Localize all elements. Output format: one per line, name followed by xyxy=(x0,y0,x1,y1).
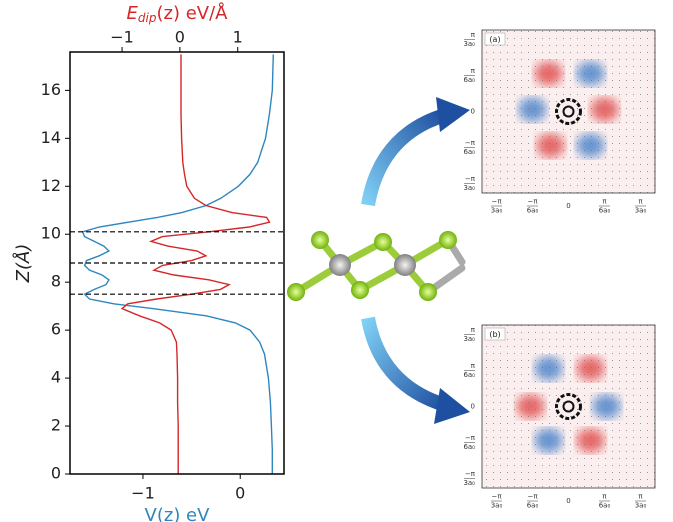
figure: 0 2 4 6 8 10 12 14 16 −1 0 −1 0 1 Z(Å) V(z) eV Edip(z) e… xyxy=(0,0,673,522)
panel-tick-label: 0 xyxy=(566,497,570,505)
vector-field-panel: (b)−π3a₀−π3a₀−π6a₀−π6a₀00π6a₀π6a₀π3a₀π3a… xyxy=(463,325,655,510)
arrow-head xyxy=(434,388,470,424)
panel-tick-numerator: π xyxy=(471,326,476,334)
panel-tick-numerator: π xyxy=(638,198,643,206)
panel-tick-denominator: 6a₀ xyxy=(599,207,611,215)
panel-tick-denominator: 3a₀ xyxy=(463,184,475,192)
panel-tick-denominator: 6a₀ xyxy=(599,502,611,510)
x-tick-label: 0 xyxy=(235,484,245,503)
y-axis-label: Z(Å) xyxy=(12,244,34,284)
panel-tick-label: 0 xyxy=(471,108,475,116)
dot-grid xyxy=(482,30,655,193)
y-tick-label: 12 xyxy=(41,176,61,195)
panel-tick-denominator: 6a₀ xyxy=(463,443,475,451)
panel-tick-numerator: π xyxy=(602,198,607,206)
y-tick-label: 4 xyxy=(51,368,61,387)
molecule xyxy=(287,231,462,301)
panel-tick-denominator: 6a₀ xyxy=(463,76,475,84)
y-tick-label: 16 xyxy=(41,80,61,99)
series-line xyxy=(122,54,269,474)
x-axis-label: V(z) eV xyxy=(145,505,211,522)
panel-tick-denominator: 6a₀ xyxy=(527,207,539,215)
y-tick-label: 10 xyxy=(41,224,61,243)
x2-tick-label: −1 xyxy=(110,28,134,47)
arrow xyxy=(368,115,445,205)
dot-grid xyxy=(482,325,655,488)
y-tick-label: 6 xyxy=(51,320,61,339)
panel-label: (b) xyxy=(489,330,500,339)
panel-tick-numerator: −π xyxy=(465,434,476,442)
panel-tick-denominator: 6a₀ xyxy=(527,502,539,510)
panel-label: (a) xyxy=(489,35,500,44)
panel-tick-denominator: 3a₀ xyxy=(635,502,647,510)
panel-tick-denominator: 3a₀ xyxy=(463,40,475,48)
panel-tick-numerator: π xyxy=(471,31,476,39)
x-tick-label: −1 xyxy=(131,484,155,503)
panel-tick-numerator: π xyxy=(471,362,476,370)
panel-tick-numerator: −π xyxy=(491,493,502,501)
panel-tick-denominator: 3a₀ xyxy=(491,207,503,215)
x2-axis-label: Edip(z) eV/Å xyxy=(127,2,229,25)
y-tick-label: 8 xyxy=(51,272,61,291)
panel-tick-numerator: −π xyxy=(527,198,538,206)
x2-axis-label-part: (z) eV/Å xyxy=(156,2,228,24)
panel-tick-denominator: 6a₀ xyxy=(463,148,475,156)
x2-axis-label-part: dip xyxy=(138,11,157,25)
panel-tick-denominator: 3a₀ xyxy=(491,502,503,510)
panel-tick-numerator: −π xyxy=(491,198,502,206)
panel-tick-numerator: π xyxy=(638,493,643,501)
panel-tick-label: 0 xyxy=(471,403,475,411)
arrow-head xyxy=(436,97,470,132)
page: {"chart_data": {"type": "line", "ylabel"… xyxy=(0,0,673,522)
arrow xyxy=(368,318,445,405)
panel-tick-numerator: −π xyxy=(465,139,476,147)
x2-tick-label: 1 xyxy=(233,28,243,47)
y-tick-label: 0 xyxy=(51,464,61,483)
panel-tick-numerator: −π xyxy=(465,175,476,183)
panel-tick-numerator: π xyxy=(602,493,607,501)
y-tick-label: 2 xyxy=(51,416,61,435)
panel-tick-label: 0 xyxy=(566,202,570,210)
panel-tick-denominator: 6a₀ xyxy=(463,371,475,379)
panel-tick-denominator: 3a₀ xyxy=(635,207,647,215)
panel-tick-numerator: −π xyxy=(527,493,538,501)
x2-axis-label-part: E xyxy=(127,3,139,24)
panel-tick-denominator: 3a₀ xyxy=(463,335,475,343)
x2-tick-label: 0 xyxy=(175,28,185,47)
y-tick-label: 14 xyxy=(41,128,61,147)
vector-field-panel: (a)−π3a₀−π3a₀−π6a₀−π6a₀00π6a₀π6a₀π3a₀π3a… xyxy=(463,30,655,215)
panel-tick-denominator: 3a₀ xyxy=(463,479,475,487)
panel-tick-numerator: π xyxy=(471,67,476,75)
panel-tick-numerator: −π xyxy=(465,470,476,478)
